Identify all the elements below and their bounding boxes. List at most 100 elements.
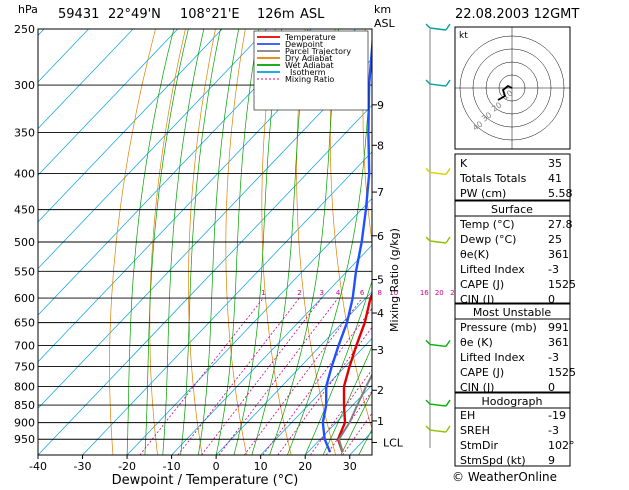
dry-adiabat-line: [605, 29, 629, 455]
pressure-tick-label: 550: [14, 265, 35, 278]
index-value: 102°: [548, 439, 575, 452]
legend-label: Parcel Trajectory: [285, 47, 351, 56]
x-tick-label: -10: [163, 460, 181, 473]
index-value: 361: [548, 248, 569, 261]
mixing-ratio-line: [262, 307, 372, 455]
pressure-tick-label: 600: [14, 292, 35, 305]
index-label: Pressure (mb): [460, 321, 537, 334]
x-axis-label: Dewpoint / Temperature (°C): [112, 473, 299, 486]
wind-profile: [425, 23, 451, 448]
wet-adiabat-line: [162, 29, 205, 455]
height-tick-label: 7: [377, 186, 384, 199]
isotherm-line: [260, 337, 372, 455]
pressure-tick-label: 850: [14, 399, 35, 412]
dry-adiabat-line: [109, 29, 156, 455]
index-value: 25: [548, 233, 562, 246]
index-label: CAPE (J): [460, 366, 504, 379]
wet-adiabat-line: [287, 50, 372, 455]
index-label: EH: [460, 409, 475, 422]
mixing-ratio-label: 8: [378, 289, 382, 297]
mixing-ratio-line: [218, 297, 339, 455]
index-label: CIN (J): [460, 293, 494, 306]
dry-adiabat-line: [188, 29, 216, 455]
legend-label: Dewpoint: [285, 40, 323, 49]
hodograph-params-box: [454, 392, 571, 467]
dry-adiabat-line: [329, 29, 372, 430]
hpa-axis-label: hPa: [18, 3, 38, 16]
wet-adiabat-line: [304, 279, 372, 455]
index-label: SREH: [460, 424, 490, 437]
index-value: 1525: [548, 366, 576, 379]
longitude: 108°21'E: [180, 7, 240, 22]
mixing-ratio-label: 4: [336, 289, 341, 297]
hodograph-unit: kt: [459, 31, 468, 41]
hodograph-ring: [498, 74, 526, 102]
index-label: StmDir: [460, 439, 499, 452]
x-tick-label: -20: [118, 460, 136, 473]
elevation-unit: ASL: [300, 7, 325, 22]
mixing-ratio-label: 20: [435, 289, 444, 297]
surface-box: [454, 200, 571, 304]
wet-adiabat-line: [180, 29, 221, 455]
legend-label: Mixing Ratio: [285, 75, 334, 84]
index-value: -3: [548, 424, 559, 437]
index-value: -3: [548, 263, 559, 276]
pressure-tick-label: 450: [14, 204, 35, 217]
isotherm-line: [38, 29, 134, 130]
x-tick-label: 10: [254, 460, 268, 473]
hodograph-ring: [472, 48, 552, 128]
index-value: 991: [548, 321, 569, 334]
isotherm-line: [171, 244, 372, 455]
data-series: [321, 33, 372, 453]
wind-barb: [425, 339, 451, 348]
parcel-trajectory-line: [338, 372, 372, 453]
x-tick-label: -40: [29, 460, 47, 473]
wind-barb: [425, 167, 451, 176]
wet-adiabat-line: [215, 29, 260, 455]
index-label: PW (cm): [460, 187, 506, 200]
wet-adiabat-line: [233, 29, 283, 455]
index-value: 5.58: [548, 187, 573, 200]
height-tick-label: 4: [377, 307, 384, 320]
wet-adiabat-line: [269, 29, 339, 455]
isotherm-line: [215, 291, 372, 455]
x-tick-label: 30: [343, 460, 357, 473]
height-tick-label: 6: [377, 230, 384, 243]
index-value: -19: [548, 409, 566, 422]
mixing-ratio-label: 6: [360, 289, 365, 297]
hodograph-ring: [485, 61, 539, 115]
wind-barb: [425, 425, 451, 433]
wet-adiabat-line: [322, 345, 372, 455]
mixing-ratio-line: [309, 369, 372, 455]
index-label: Lifted Index: [460, 263, 525, 276]
wet-adiabat-line: [144, 29, 189, 455]
latitude: 22°49'N: [108, 7, 161, 22]
index-label: θe(K): [460, 248, 489, 261]
height-tick-label: 8: [377, 139, 384, 152]
height-tick-label: LCL: [383, 436, 404, 449]
index-top-box: [454, 153, 571, 201]
pressure-tick-label: 750: [14, 361, 35, 374]
indices-panel: K 35 Totals Totals 41 PW (cm) 5.58 Surface Temp…: [454, 153, 576, 467]
datetime: 22.08.2003 12GMT: [455, 7, 579, 22]
hodograph-trace: [497, 84, 513, 101]
hodograph-params-title: Hodograph: [482, 395, 543, 408]
mixing-ratio-label: 16: [420, 289, 429, 297]
height-tick-label: 2: [377, 384, 384, 397]
legend-label: Isotherm: [290, 68, 326, 77]
legend-label: Temperature: [284, 33, 336, 42]
pressure-tick-label: 800: [14, 380, 35, 393]
index-label: θe (K): [460, 336, 493, 349]
mixing-ratio-label: 3: [320, 289, 324, 297]
wind-barb: [425, 236, 451, 244]
pressure-tick-label: 300: [14, 79, 35, 92]
pressure-tick-label: 950: [14, 433, 35, 446]
plot-frame: [37, 28, 373, 456]
index-label: Lifted Index: [460, 351, 525, 364]
index-value: 27.8: [548, 218, 573, 231]
index-value: 9: [548, 454, 555, 467]
